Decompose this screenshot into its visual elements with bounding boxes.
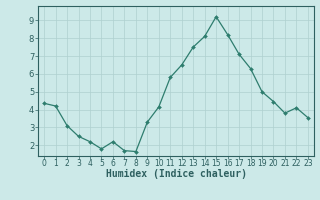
X-axis label: Humidex (Indice chaleur): Humidex (Indice chaleur) bbox=[106, 169, 246, 179]
